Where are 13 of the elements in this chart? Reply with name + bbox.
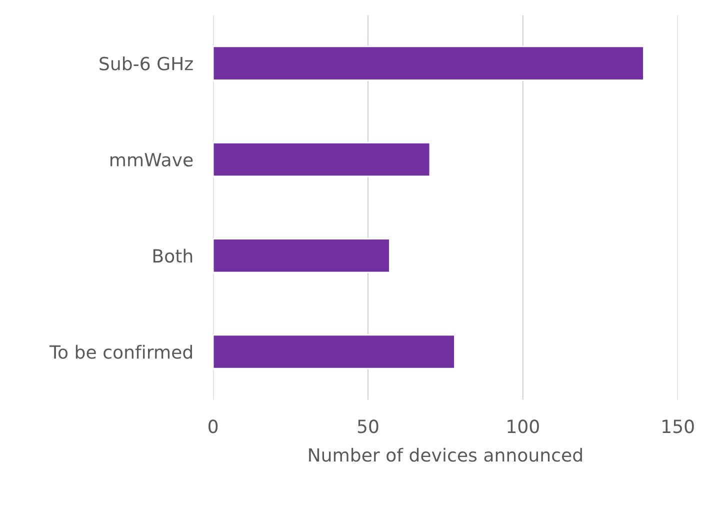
y-tick-label: Both bbox=[153, 248, 192, 263]
y-tick-label: Sub-6 GHz bbox=[100, 56, 193, 70]
x-tick-label: 150 bbox=[662, 420, 694, 434]
x-tick-label: 0 bbox=[208, 420, 218, 434]
y-tick-label: To be confirmed bbox=[49, 344, 192, 359]
bar bbox=[213, 46, 644, 81]
x-axis-title: Number of devices announced bbox=[309, 448, 582, 462]
y-tick-label: mmWave bbox=[110, 153, 193, 167]
bar bbox=[213, 238, 390, 274]
x-tick-label: 100 bbox=[508, 420, 539, 434]
bar bbox=[213, 334, 456, 370]
bar bbox=[213, 142, 431, 177]
x-tick-label: 50 bbox=[358, 420, 378, 434]
